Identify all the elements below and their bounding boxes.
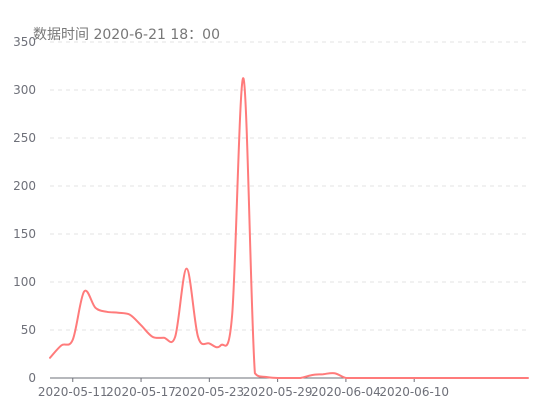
y-tick-label: 50 <box>21 323 36 337</box>
y-tick-label: 250 <box>13 131 36 145</box>
y-tick-label: 100 <box>13 275 36 289</box>
x-tick-label: 2020-05-29 <box>243 385 313 399</box>
x-tick-label: 2020-05-11 <box>38 385 108 399</box>
x-tick-label: 2020-05-17 <box>106 385 176 399</box>
x-tick-label: 2020-05-23 <box>174 385 244 399</box>
y-tick-label: 0 <box>28 371 36 385</box>
series-line <box>49 77 529 379</box>
y-tick-label: 300 <box>13 83 36 97</box>
x-tick-label: 2020-06-04 <box>311 385 381 399</box>
x-tick-label: 2020-06-10 <box>379 385 449 399</box>
y-tick-label: 150 <box>13 227 36 241</box>
y-tick-label: 200 <box>13 179 36 193</box>
chart-subtitle: 数据时间 2020-6-21 18：00 <box>33 27 220 43</box>
y-tick-label: 350 <box>13 35 36 49</box>
